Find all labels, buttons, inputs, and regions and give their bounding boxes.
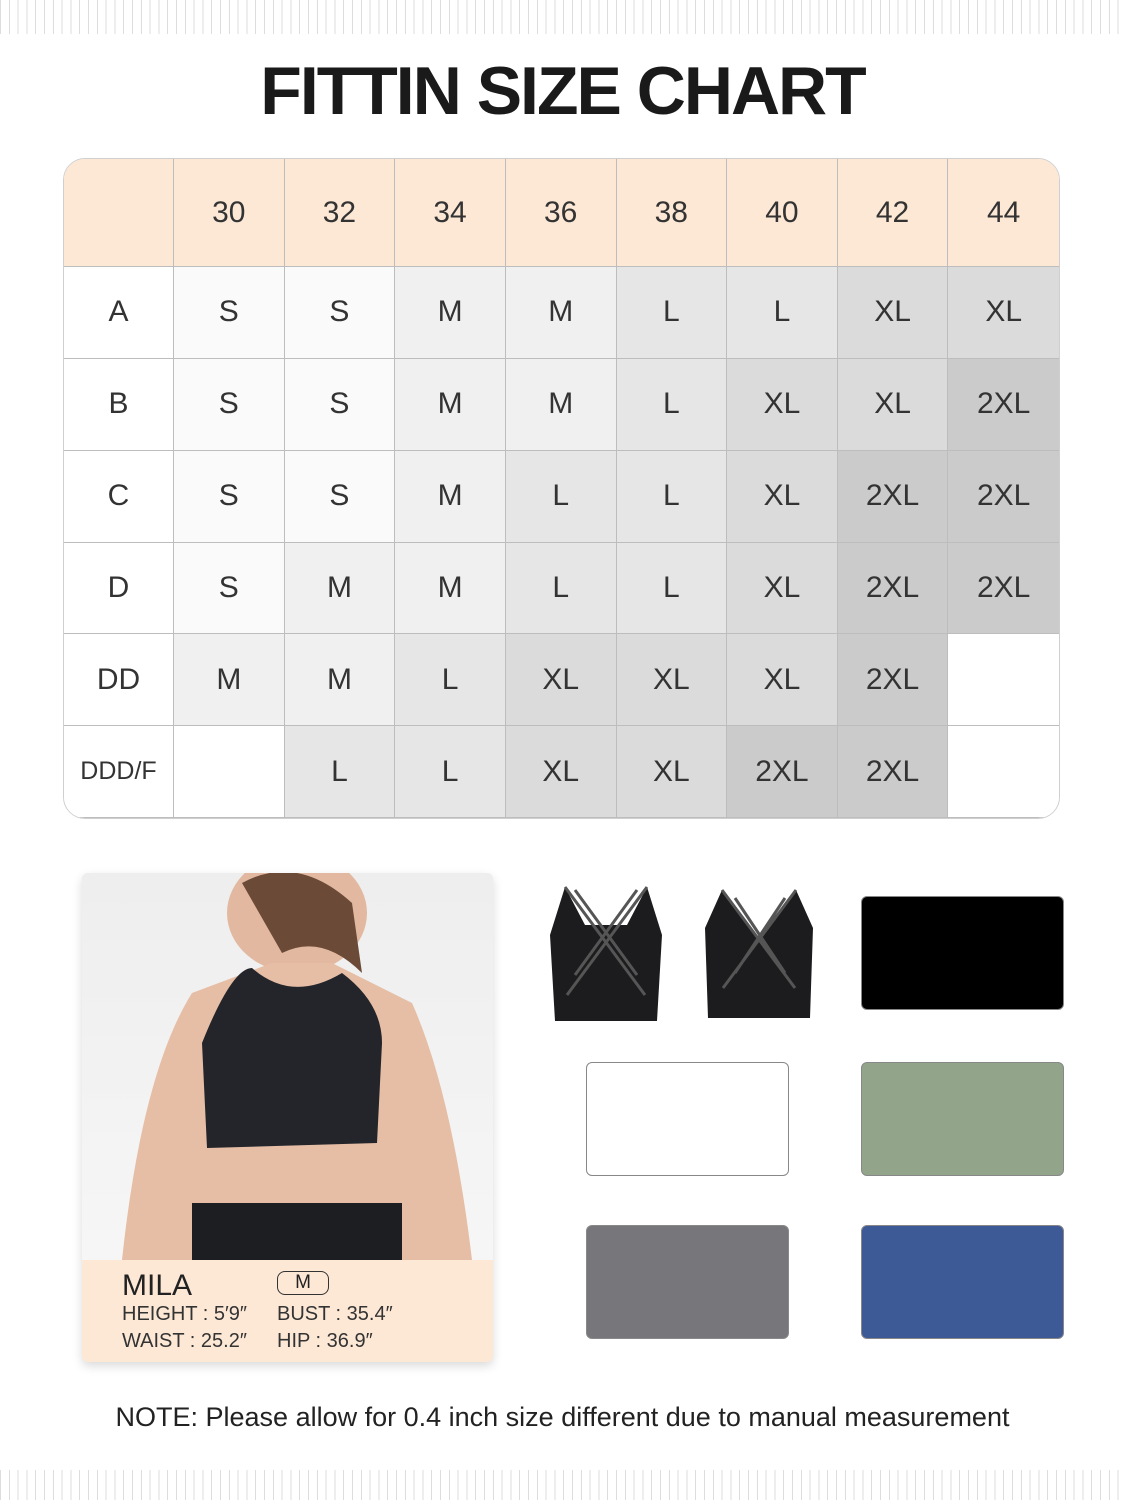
size-cell: L bbox=[727, 267, 838, 359]
size-cell: L bbox=[505, 542, 617, 635]
band-size-header: 30 bbox=[174, 159, 285, 267]
band-size-header: 40 bbox=[727, 159, 838, 267]
model-hip: HIP : 36.9″ bbox=[277, 1330, 373, 1352]
measurement-note: NOTE: Please allow for 0.4 inch size dif… bbox=[115, 1402, 1010, 1432]
size-cell bbox=[948, 634, 1059, 727]
size-cell: S bbox=[174, 267, 285, 359]
size-cell: XL bbox=[616, 726, 728, 818]
size-cell: 2XL bbox=[837, 726, 949, 818]
size-cell: M bbox=[284, 542, 396, 635]
cup-size-label: D bbox=[64, 542, 174, 635]
size-cell: XL bbox=[948, 267, 1059, 359]
size-cell: L bbox=[505, 450, 617, 543]
color-swatch-white[interactable] bbox=[586, 1062, 789, 1176]
band-size-header: 42 bbox=[837, 159, 949, 267]
color-swatch-black[interactable] bbox=[861, 896, 1064, 1010]
size-cell: XL bbox=[505, 634, 617, 727]
size-cell: M bbox=[284, 634, 396, 727]
cup-size-label: A bbox=[64, 267, 174, 359]
model-card: MILA M HEIGHT : 5′9″ BUST : 35.4″ WAIST … bbox=[82, 873, 493, 1362]
table-corner-cell bbox=[64, 159, 174, 267]
size-cell: L bbox=[616, 450, 728, 543]
size-cell: 2XL bbox=[837, 634, 949, 727]
size-cell: M bbox=[505, 267, 617, 359]
band-size-header: 38 bbox=[616, 159, 728, 267]
size-cell: L bbox=[395, 726, 506, 818]
size-cell: 2XL bbox=[948, 542, 1059, 635]
size-cell: L bbox=[284, 726, 396, 818]
size-cell: XL bbox=[837, 358, 949, 451]
size-cell: 2XL bbox=[948, 450, 1059, 543]
size-cell: 2XL bbox=[727, 726, 838, 818]
size-cell: S bbox=[284, 358, 396, 451]
bra-front-image bbox=[550, 886, 662, 1021]
size-cell: M bbox=[395, 267, 506, 359]
size-cell: 2XL bbox=[948, 358, 1059, 451]
size-cell: M bbox=[505, 358, 617, 451]
color-swatch-blue[interactable] bbox=[861, 1225, 1064, 1339]
cup-size-label: B bbox=[64, 358, 174, 451]
model-height: HEIGHT : 5′9″ bbox=[122, 1303, 247, 1325]
size-cell: M bbox=[395, 450, 506, 543]
size-cell: S bbox=[174, 358, 285, 451]
model-photo bbox=[82, 873, 493, 1260]
size-cell: XL bbox=[727, 358, 838, 451]
band-size-header: 34 bbox=[395, 159, 506, 267]
size-cell bbox=[948, 726, 1059, 818]
size-cell: XL bbox=[727, 450, 838, 543]
model-name: MILA bbox=[122, 1269, 193, 1302]
size-chart-table: 30 32 34 36 38 40 42 44 A S S M M L L XL XL B S S M M L XL XL 2XL… bbox=[63, 158, 1060, 819]
band-size-header: 32 bbox=[284, 159, 396, 267]
ruler-decoration-bottom bbox=[0, 1470, 1125, 1500]
size-cell: S bbox=[174, 542, 285, 635]
size-cell: S bbox=[174, 450, 285, 543]
size-cell: XL bbox=[727, 542, 838, 635]
cup-size-label: DD bbox=[64, 634, 174, 727]
size-cell: XL bbox=[616, 634, 728, 727]
band-size-header: 36 bbox=[505, 159, 617, 267]
cup-size-label: C bbox=[64, 450, 174, 543]
cup-size-label: DDD/F bbox=[64, 726, 174, 818]
size-cell: M bbox=[395, 358, 506, 451]
band-size-header: 44 bbox=[948, 159, 1059, 267]
size-cell: L bbox=[616, 267, 728, 359]
size-cell: S bbox=[284, 267, 396, 359]
size-cell: M bbox=[174, 634, 285, 727]
size-cell: XL bbox=[505, 726, 617, 818]
size-cell: 2XL bbox=[837, 542, 949, 635]
size-cell: M bbox=[395, 542, 506, 635]
size-cell: L bbox=[616, 358, 728, 451]
size-cell: XL bbox=[837, 267, 949, 359]
model-waist: WAIST : 25.2″ bbox=[122, 1330, 247, 1352]
model-bust: BUST : 35.4″ bbox=[277, 1303, 393, 1325]
color-swatch-gray[interactable] bbox=[586, 1225, 789, 1339]
model-size-badge: M bbox=[277, 1271, 329, 1295]
size-cell: XL bbox=[727, 634, 838, 727]
page-title: FITTIN SIZE CHART bbox=[260, 53, 866, 129]
size-cell: 2XL bbox=[837, 450, 949, 543]
ruler-decoration-top bbox=[0, 0, 1125, 34]
size-cell: L bbox=[616, 542, 728, 635]
size-cell: L bbox=[395, 634, 506, 727]
size-cell bbox=[174, 726, 285, 818]
color-swatch-green[interactable] bbox=[861, 1062, 1064, 1176]
size-cell: S bbox=[284, 450, 396, 543]
bra-back-image bbox=[705, 889, 813, 1018]
